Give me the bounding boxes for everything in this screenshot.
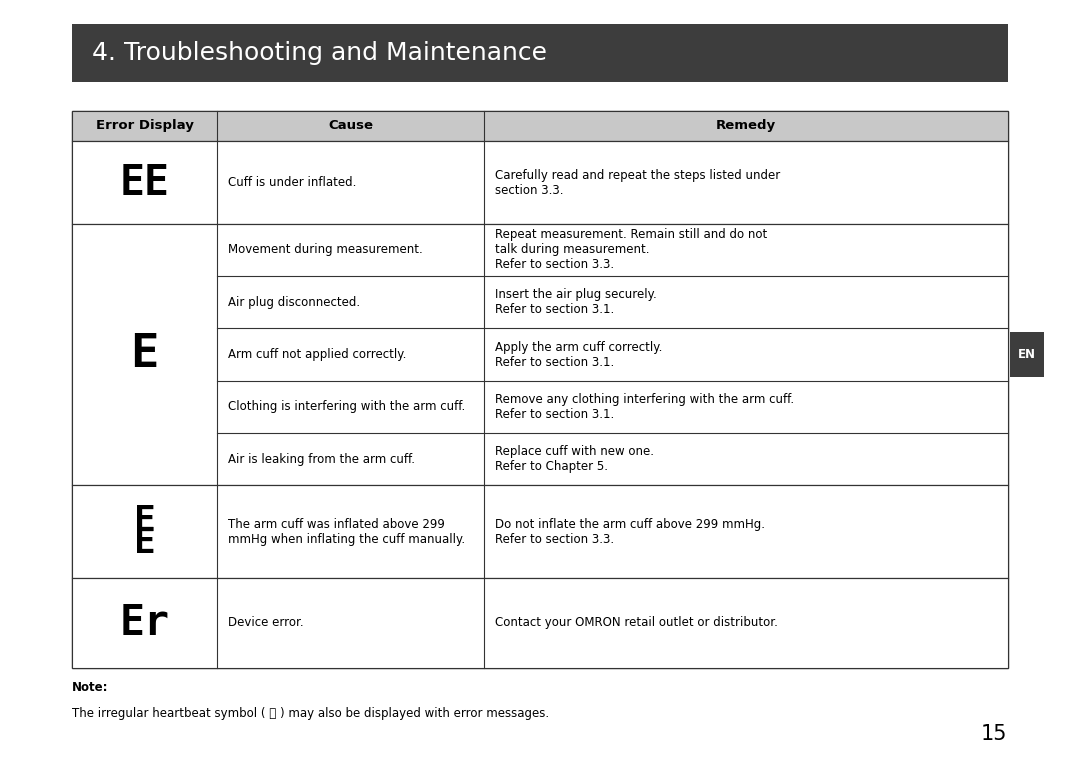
Text: The arm cuff was inflated above 299
mmHg when inflating the cuff manually.: The arm cuff was inflated above 299 mmHg… (228, 518, 465, 546)
Text: The irregular heartbeat symbol ( Ⓢ ) may also be displayed with error messages.: The irregular heartbeat symbol ( Ⓢ ) may… (72, 707, 550, 720)
Text: Replace cuff with new one.
Refer to Chapter 5.: Replace cuff with new one. Refer to Chap… (495, 445, 653, 473)
Text: Repeat measurement. Remain still and do not
talk during measurement.
Refer to se: Repeat measurement. Remain still and do … (495, 228, 767, 272)
Text: Remove any clothing interfering with the arm cuff.
Refer to section 3.1.: Remove any clothing interfering with the… (495, 393, 794, 421)
Text: Cuff is under inflated.: Cuff is under inflated. (228, 176, 356, 189)
Bar (72, 578, 1008, 668)
Text: Er: Er (120, 602, 170, 644)
Text: Remedy: Remedy (716, 120, 775, 133)
Text: Movement during measurement.: Movement during measurement. (228, 243, 423, 256)
Text: Insert the air plug securely.
Refer to section 3.1.: Insert the air plug securely. Refer to s… (495, 288, 657, 317)
Text: E: E (131, 332, 159, 377)
Text: Apply the arm cuff correctly.
Refer to section 3.1.: Apply the arm cuff correctly. Refer to s… (495, 340, 662, 369)
Text: EE: EE (120, 162, 170, 204)
Text: E: E (134, 504, 156, 538)
Text: Cause: Cause (328, 120, 373, 133)
Text: Device error.: Device error. (228, 617, 303, 629)
Text: Air plug disconnected.: Air plug disconnected. (228, 296, 361, 309)
Text: Error Display: Error Display (96, 120, 193, 133)
Bar (72, 485, 1008, 578)
Bar (72, 111, 1008, 668)
Text: Air is leaking from the arm cuff.: Air is leaking from the arm cuff. (228, 452, 415, 465)
Text: 15: 15 (981, 724, 1008, 744)
Bar (72, 24, 1008, 82)
Text: Arm cuff not applied correctly.: Arm cuff not applied correctly. (228, 348, 406, 361)
Text: E: E (134, 526, 156, 560)
Bar (72, 141, 1008, 224)
Bar (1010, 333, 1044, 377)
Text: Do not inflate the arm cuff above 299 mmHg.
Refer to section 3.3.: Do not inflate the arm cuff above 299 mm… (495, 518, 765, 546)
Text: Carefully read and repeat the steps listed under
section 3.3.: Carefully read and repeat the steps list… (495, 169, 780, 197)
Bar (72, 224, 1008, 485)
Text: Note:: Note: (72, 681, 109, 694)
Text: Contact your OMRON retail outlet or distributor.: Contact your OMRON retail outlet or dist… (495, 617, 778, 629)
Text: Clothing is interfering with the arm cuff.: Clothing is interfering with the arm cuf… (228, 401, 465, 414)
Text: 4. Troubleshooting and Maintenance: 4. Troubleshooting and Maintenance (92, 41, 546, 65)
Text: EN: EN (1018, 348, 1036, 361)
Bar (72, 111, 1008, 141)
